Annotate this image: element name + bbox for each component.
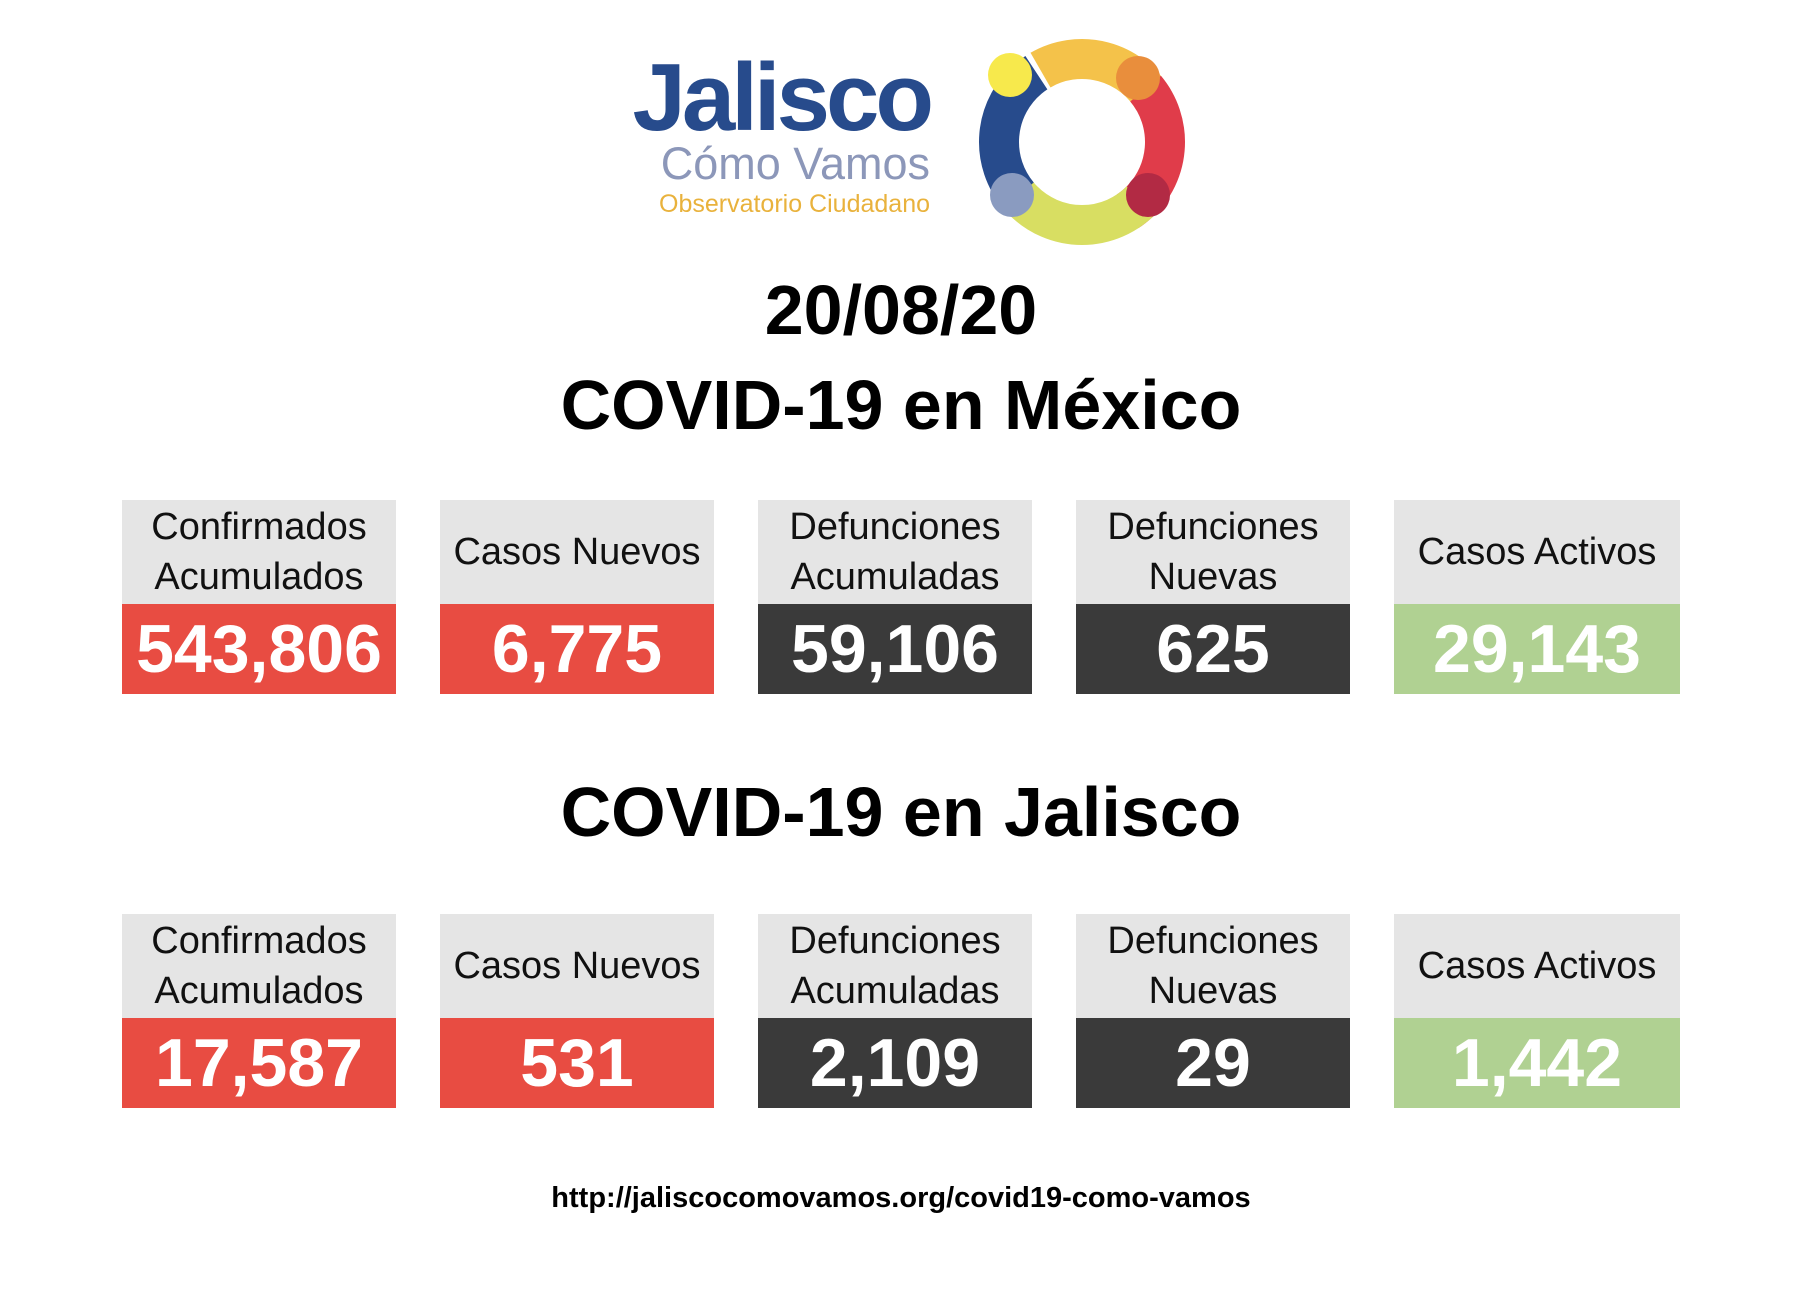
stat-value: 543,806 <box>122 604 396 694</box>
jalisco-stats: Confirmados Acumulados 17,587 Casos Nuev… <box>122 914 1680 1108</box>
stat-value: 29 <box>1076 1018 1350 1108</box>
stat-label: Casos Activos <box>1394 914 1680 1018</box>
stat-label: Casos Nuevos <box>440 500 714 604</box>
jalisco-new-cases-card: Casos Nuevos 531 <box>440 914 714 1108</box>
mexico-title: COVID-19 en México <box>560 366 1242 444</box>
stat-value: 1,442 <box>1394 1018 1680 1108</box>
stat-value: 2,109 <box>758 1018 1032 1108</box>
mexico-active-card: Casos Activos 29,143 <box>1394 500 1680 694</box>
mexico-deaths-card: Defunciones Acumuladas 59,106 <box>758 500 1032 694</box>
jalisco-deaths-card: Defunciones Acumuladas 2,109 <box>758 914 1032 1108</box>
logo-main-text: Jalisco <box>632 44 934 151</box>
mexico-new-cases-card: Casos Nuevos 6,775 <box>440 500 714 694</box>
jalisco-new-deaths-card: Defunciones Nuevas 29 <box>1076 914 1350 1108</box>
stat-label: Defunciones Nuevas <box>1076 914 1350 1018</box>
stat-label: Defunciones Acumuladas <box>758 914 1032 1018</box>
logo: Jalisco Cómo Vamos Observatorio Ciudadan… <box>630 30 1200 255</box>
mexico-confirmed-card: Confirmados Acumulados 543,806 <box>122 500 396 694</box>
jalisco-active-card: Casos Activos 1,442 <box>1394 914 1680 1108</box>
stat-value: 59,106 <box>758 604 1032 694</box>
stat-value: 29,143 <box>1394 604 1680 694</box>
logo-ring-icon <box>978 38 1185 246</box>
stat-label: Confirmados Acumulados <box>122 914 396 1018</box>
logo-text: Jalisco Cómo Vamos Observatorio Ciudadan… <box>630 44 934 220</box>
stat-value: 625 <box>1076 604 1350 694</box>
stat-label: Casos Nuevos <box>440 914 714 1018</box>
mexico-stats: Confirmados Acumulados 543,806 Casos Nue… <box>122 500 1680 694</box>
stat-label: Casos Activos <box>1394 500 1680 604</box>
stat-label: Defunciones Nuevas <box>1076 500 1350 604</box>
report-date: 20/08/20 <box>764 271 1038 349</box>
logo-tagline: Observatorio Ciudadano <box>659 190 930 218</box>
mexico-new-deaths-card: Defunciones Nuevas 625 <box>1076 500 1350 694</box>
footer-url-link[interactable]: http://jaliscocomovamos.org/covid19-como… <box>551 1182 1251 1214</box>
logo-sub-text: Cómo Vamos <box>660 138 930 189</box>
jalisco-confirmed-card: Confirmados Acumulados 17,587 <box>122 914 396 1108</box>
jalisco-title: COVID-19 en Jalisco <box>560 773 1242 851</box>
stat-value: 531 <box>440 1018 714 1108</box>
stat-label: Defunciones Acumuladas <box>758 500 1032 604</box>
stat-label: Confirmados Acumulados <box>122 500 396 604</box>
stat-value: 17,587 <box>122 1018 396 1108</box>
stat-value: 6,775 <box>440 604 714 694</box>
